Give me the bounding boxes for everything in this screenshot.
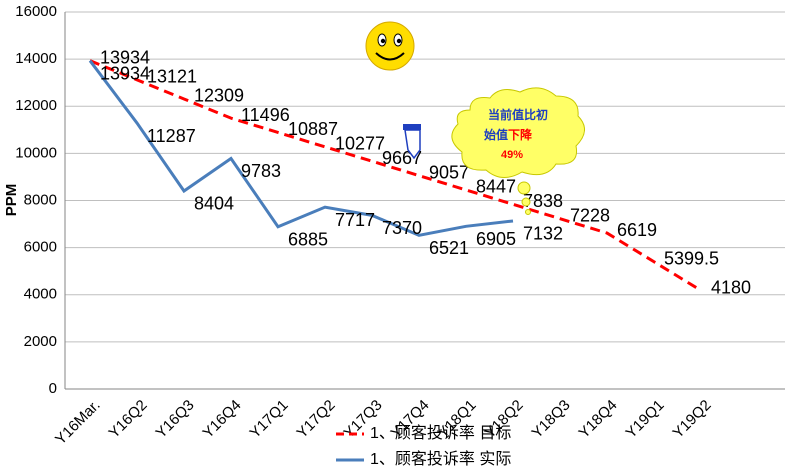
x-tick-label: Y16Q2: [106, 397, 151, 442]
data-label: 7717: [335, 210, 375, 230]
callout-bubble: [521, 197, 531, 207]
data-label: 6905: [476, 229, 516, 249]
y-tick-label: 14000: [15, 50, 57, 67]
legend-label: 1、顾客投诉率 目标: [370, 424, 511, 442]
y-axis-label: PPM: [3, 184, 20, 217]
y-tick-label: 12000: [15, 97, 57, 114]
smiley-mouth: [375, 52, 405, 61]
smiley-pupil: [380, 38, 386, 44]
smiley-pupil: [396, 38, 402, 44]
callout-text: 当前值比初: [488, 107, 548, 122]
data-label: 8404: [194, 194, 234, 214]
data-label: 11496: [241, 105, 290, 125]
data-label: 13121: [147, 67, 197, 87]
data-label: 11287: [147, 126, 196, 146]
data-label: 8447: [476, 177, 516, 197]
y-tick-label: 16000: [15, 3, 57, 20]
data-label: 5399.5: [664, 249, 719, 269]
smiley: [365, 21, 415, 71]
x-tick-label: Y18Q4: [576, 397, 621, 442]
callout-bubble: [525, 209, 531, 215]
data-label: 13934: [100, 47, 150, 67]
data-label: 13934: [100, 63, 150, 83]
data-label: 7838: [523, 191, 563, 211]
data-label: 10887: [288, 119, 338, 139]
data-label: 7132: [523, 224, 563, 244]
series-line: [89, 59, 702, 292]
data-label: 9783: [241, 161, 281, 181]
x-tick-label: Y17Q1: [247, 397, 292, 442]
data-label: 9057: [429, 162, 469, 182]
data-label: 7228: [570, 205, 610, 225]
x-tick-label: Y16Mar.: [52, 397, 104, 449]
x-tick-label: Y19Q2: [670, 397, 715, 442]
callout-bubble: [517, 181, 531, 195]
y-tick-label: 6000: [24, 239, 57, 256]
y-tick-label: 10000: [15, 144, 57, 161]
data-label: 6521: [429, 238, 469, 258]
x-tick-label: Y19Q1: [623, 397, 668, 442]
data-label: 7370: [382, 218, 422, 238]
y-tick-label: 4000: [24, 286, 57, 303]
callout-text: 下降: [508, 127, 533, 142]
callout-text: 始值: [484, 127, 508, 142]
callout-cloud: [451, 87, 585, 178]
callout-text: 49%: [501, 149, 523, 161]
y-tick-label: 8000: [24, 191, 57, 208]
series-line: [88, 59, 514, 237]
data-label: 6885: [288, 230, 328, 250]
x-tick-label: Y17Q2: [294, 397, 339, 442]
data-label: 4180: [711, 277, 751, 297]
data-label: 6619: [617, 220, 657, 240]
data-label: 12309: [194, 86, 244, 106]
y-tick-label: 0: [49, 380, 57, 397]
x-tick-label: Y16Q4: [200, 397, 245, 442]
y-tick-label: 2000: [24, 333, 57, 350]
data-label: 10277: [335, 134, 385, 154]
hand-icon: [404, 129, 421, 160]
smiley-face: [365, 21, 415, 71]
legend-label: 1、顾客投诉率 实际: [370, 450, 511, 468]
hand-icon: [403, 124, 421, 130]
x-tick-label: Y16Q3: [153, 397, 198, 442]
x-tick-label: Y18Q3: [529, 397, 574, 442]
